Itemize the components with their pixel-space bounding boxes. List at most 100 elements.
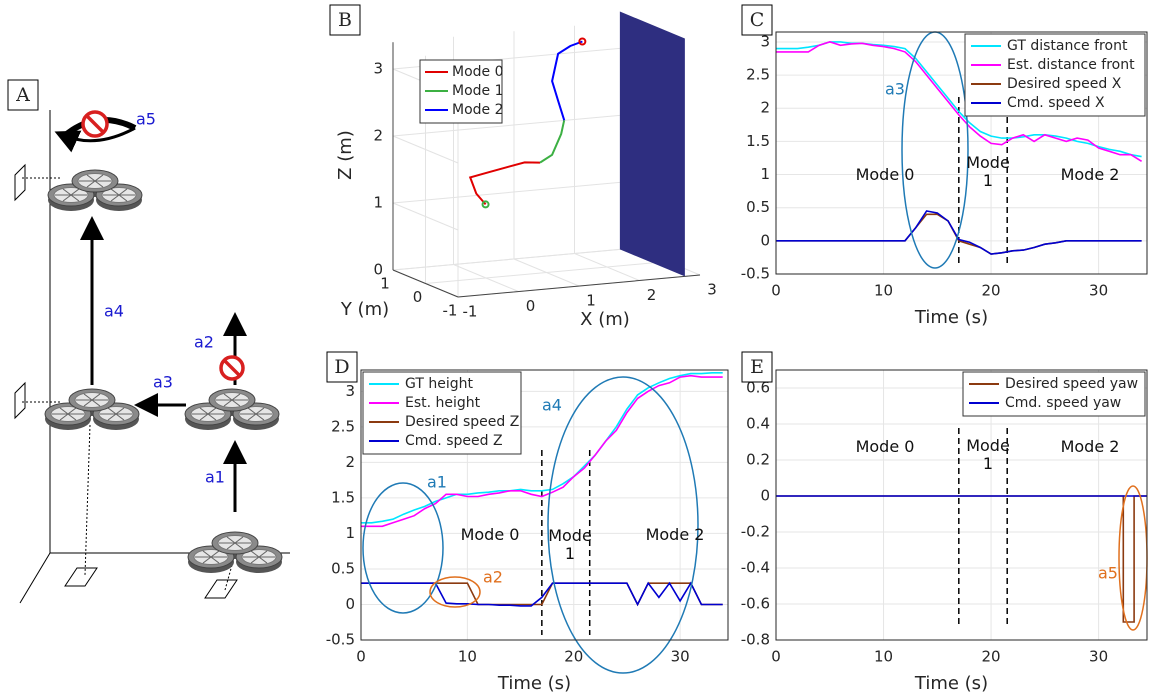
frame-icon: [64, 567, 98, 587]
rotor-spoke: [231, 399, 241, 407]
y-tick-label: 3: [760, 32, 770, 50]
grid-line: [392, 180, 636, 204]
no-sign-bar: [85, 114, 105, 134]
rotor-spoke: [226, 542, 236, 550]
rotor-spoke: [250, 556, 260, 564]
rotor-spoke: [118, 194, 128, 202]
rotor-spoke: [247, 413, 257, 421]
mode-label: Mode 1: [966, 153, 1010, 190]
callout-ellipse: [429, 576, 481, 608]
x-tick-label: 3: [707, 281, 717, 299]
no-sign-bar: [223, 359, 241, 377]
rotor-spoke: [231, 393, 241, 401]
series-line: [776, 210, 1142, 255]
x-tick-label: 30: [671, 648, 690, 666]
y-tick-label: -0.6: [741, 595, 770, 613]
mode-label: Mode 2: [1060, 165, 1120, 184]
rotor-spoke: [94, 180, 104, 188]
guide-line: [224, 564, 233, 591]
axis-line: [392, 269, 459, 298]
rotor-spoke: [234, 536, 244, 544]
rotor-spoke: [258, 556, 268, 564]
rotor-spoke: [255, 413, 265, 421]
x-tick-label: -1: [463, 303, 478, 321]
callout-label: a4: [542, 396, 562, 415]
legend-label: Desired speed yaw: [1005, 376, 1138, 392]
rotor-spoke: [247, 407, 257, 415]
frame-icon: [14, 163, 26, 202]
end-marker: [578, 37, 587, 46]
step-label: a3: [153, 373, 173, 392]
callout-label: a2: [483, 568, 503, 587]
x-tick-label: 0: [526, 297, 536, 315]
rotor-spoke: [202, 550, 212, 558]
grid-line: [392, 135, 459, 164]
y-tick-label: 0.2: [746, 451, 770, 469]
y-tick-label: 1: [345, 524, 355, 542]
z-tick-label: 3: [373, 60, 383, 78]
step-label: a5: [136, 110, 156, 129]
y-tick-label: 1: [380, 275, 390, 293]
trajectory: [539, 119, 566, 164]
drone: [184, 388, 280, 430]
guide-line: [84, 424, 91, 576]
axes-box: [360, 369, 729, 641]
rotor-spoke: [70, 194, 80, 202]
x-axis-label: Time (s): [914, 307, 988, 328]
rotor-spoke: [234, 542, 244, 550]
legend-label: GT height: [405, 376, 473, 392]
y-tick-label: 0.5: [746, 198, 770, 216]
rotor-spoke: [223, 399, 233, 407]
series-line: [361, 581, 723, 607]
rotor-spoke: [94, 174, 104, 182]
rotor-spoke: [86, 180, 96, 188]
rotor-spoke: [115, 407, 125, 415]
axis-y: [19, 552, 51, 604]
y-tick-label: 1.5: [331, 488, 355, 506]
y-tick-label: 0: [413, 288, 423, 306]
rotor-spoke: [107, 407, 117, 415]
grid-line: [425, 261, 668, 284]
panel-label: E: [750, 356, 764, 378]
rotor-spoke: [118, 188, 128, 196]
callout-label: a3: [885, 80, 905, 99]
rotor-spoke: [62, 188, 72, 196]
x-tick-label: 2: [647, 286, 657, 304]
series-line: [361, 374, 723, 528]
x-tick-label: 0: [771, 648, 781, 666]
z-tick-label: 1: [373, 194, 383, 212]
z-tick-label: 2: [373, 127, 383, 145]
y-tick-label: 0.5: [331, 559, 355, 577]
legend-label: Est. distance front: [1007, 57, 1135, 73]
step-label: a4: [104, 302, 124, 321]
rotor-spoke: [110, 194, 120, 202]
yaw-arrow: [54, 126, 136, 153]
rotor-spoke: [250, 550, 260, 558]
series-line: [361, 372, 723, 524]
panel-label: C: [750, 9, 765, 31]
panel-label-box: [326, 351, 358, 383]
legend-label: Mode 2: [452, 102, 504, 118]
x-tick-label: 20: [982, 648, 1001, 666]
x-tick-label: 0: [356, 648, 366, 666]
legend-box: [962, 371, 1146, 417]
panel-label: B: [338, 9, 352, 31]
rotor-spoke: [59, 413, 69, 421]
mode-label: Mode 2: [1060, 437, 1120, 456]
x-tick-label: 30: [1089, 282, 1108, 300]
panel-label: A: [15, 84, 30, 106]
mode-label: Mode 0: [855, 437, 915, 456]
legend-label: Desired speed X: [1007, 76, 1122, 92]
rotor-spoke: [202, 556, 212, 564]
y-tick-label: -1: [443, 302, 458, 320]
grid-line: [392, 247, 636, 271]
mode-label: Mode 0: [460, 525, 520, 544]
y-tick-label: 2.5: [331, 417, 355, 435]
y-tick-label: 2: [760, 99, 770, 117]
rotor-spoke: [255, 407, 265, 415]
rotor-spoke: [107, 413, 117, 421]
panel-label: D: [334, 356, 349, 378]
panel-label-box: [7, 79, 39, 111]
rotor-spoke: [91, 393, 101, 401]
